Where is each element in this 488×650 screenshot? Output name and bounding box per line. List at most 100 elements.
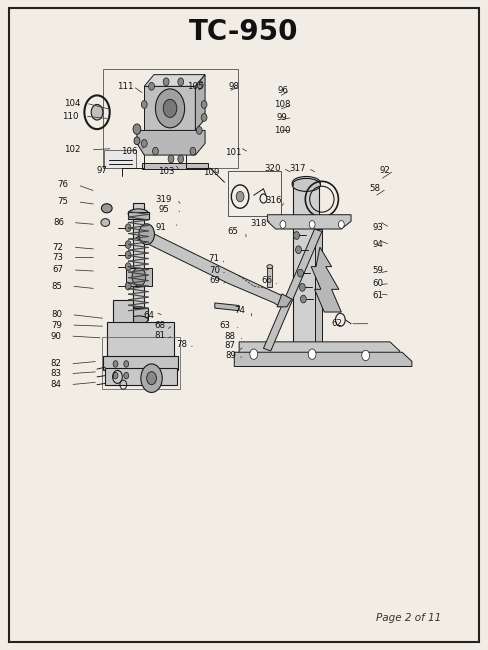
- Polygon shape: [144, 86, 195, 131]
- Circle shape: [125, 282, 131, 290]
- Circle shape: [125, 251, 131, 259]
- Text: 75: 75: [58, 197, 68, 206]
- Text: 87: 87: [225, 341, 236, 350]
- Text: 61: 61: [372, 291, 383, 300]
- Polygon shape: [267, 214, 351, 229]
- Bar: [126, 268, 152, 286]
- Text: 65: 65: [228, 227, 239, 236]
- Circle shape: [197, 81, 203, 89]
- Text: 317: 317: [289, 164, 306, 172]
- Text: 104: 104: [64, 99, 81, 108]
- Text: 93: 93: [372, 223, 383, 232]
- Text: 78: 78: [176, 340, 187, 349]
- Polygon shape: [315, 229, 322, 348]
- Circle shape: [178, 155, 183, 163]
- Circle shape: [168, 155, 174, 163]
- Circle shape: [300, 283, 305, 291]
- Bar: [113, 300, 133, 325]
- Circle shape: [91, 105, 103, 120]
- Text: 79: 79: [51, 320, 62, 330]
- Bar: [103, 70, 238, 168]
- Text: 80: 80: [51, 310, 62, 319]
- Circle shape: [132, 268, 146, 286]
- Text: 100: 100: [274, 126, 290, 135]
- Circle shape: [201, 114, 207, 122]
- Circle shape: [147, 372, 157, 385]
- Text: 94: 94: [372, 240, 383, 249]
- Bar: [267, 268, 272, 287]
- Circle shape: [142, 140, 147, 148]
- Circle shape: [309, 220, 315, 228]
- Text: 84: 84: [50, 380, 61, 389]
- Text: 66: 66: [262, 276, 273, 285]
- Ellipse shape: [267, 265, 273, 268]
- Polygon shape: [137, 131, 205, 155]
- Text: 83: 83: [50, 369, 61, 378]
- Circle shape: [153, 148, 159, 155]
- Circle shape: [149, 83, 155, 90]
- Bar: [133, 203, 144, 359]
- Circle shape: [308, 349, 316, 359]
- Text: 74: 74: [235, 306, 245, 315]
- Text: 73: 73: [53, 253, 63, 262]
- Circle shape: [190, 148, 196, 155]
- Circle shape: [296, 246, 302, 254]
- Text: 319: 319: [156, 194, 172, 203]
- Circle shape: [301, 295, 306, 303]
- Text: Page 2 of 11: Page 2 of 11: [376, 613, 441, 623]
- Text: 96: 96: [278, 86, 288, 95]
- Text: 95: 95: [158, 205, 169, 214]
- Circle shape: [156, 89, 184, 128]
- Text: 106: 106: [122, 147, 138, 155]
- Circle shape: [178, 78, 183, 86]
- Text: 108: 108: [274, 100, 290, 109]
- Circle shape: [201, 101, 207, 109]
- Circle shape: [294, 231, 300, 239]
- Text: 88: 88: [225, 332, 236, 341]
- Ellipse shape: [292, 176, 321, 189]
- Circle shape: [298, 269, 304, 277]
- Circle shape: [125, 240, 131, 248]
- Text: 109: 109: [203, 168, 219, 177]
- Text: 60: 60: [372, 279, 383, 288]
- Circle shape: [196, 127, 202, 135]
- Ellipse shape: [101, 218, 110, 226]
- Text: 105: 105: [187, 82, 203, 91]
- Ellipse shape: [128, 209, 149, 218]
- Text: 102: 102: [64, 146, 81, 155]
- Polygon shape: [239, 342, 400, 358]
- Text: 86: 86: [54, 218, 64, 227]
- Text: 71: 71: [208, 254, 219, 263]
- Circle shape: [250, 349, 258, 359]
- Polygon shape: [311, 247, 341, 312]
- Text: 316: 316: [265, 196, 282, 205]
- Text: 111: 111: [117, 82, 133, 91]
- Text: 320: 320: [264, 164, 281, 172]
- Text: 103: 103: [158, 168, 174, 176]
- Polygon shape: [195, 75, 205, 131]
- Circle shape: [338, 220, 344, 228]
- Polygon shape: [144, 75, 205, 86]
- Polygon shape: [136, 230, 286, 307]
- Text: 82: 82: [50, 359, 61, 369]
- Text: 85: 85: [51, 281, 62, 291]
- Circle shape: [280, 220, 286, 228]
- Text: 76: 76: [58, 181, 68, 189]
- Circle shape: [142, 101, 147, 109]
- Ellipse shape: [292, 178, 321, 191]
- Text: 70: 70: [209, 266, 220, 275]
- Polygon shape: [264, 229, 322, 351]
- Bar: [293, 183, 320, 348]
- Text: 63: 63: [219, 320, 230, 330]
- Circle shape: [134, 137, 140, 145]
- Bar: [105, 369, 177, 385]
- Text: 67: 67: [53, 265, 63, 274]
- Circle shape: [163, 99, 177, 118]
- Text: 58: 58: [370, 185, 381, 193]
- Text: 72: 72: [53, 242, 63, 252]
- Circle shape: [236, 191, 244, 202]
- Ellipse shape: [102, 203, 112, 213]
- Circle shape: [133, 124, 141, 135]
- Polygon shape: [215, 303, 239, 311]
- Bar: [103, 356, 178, 370]
